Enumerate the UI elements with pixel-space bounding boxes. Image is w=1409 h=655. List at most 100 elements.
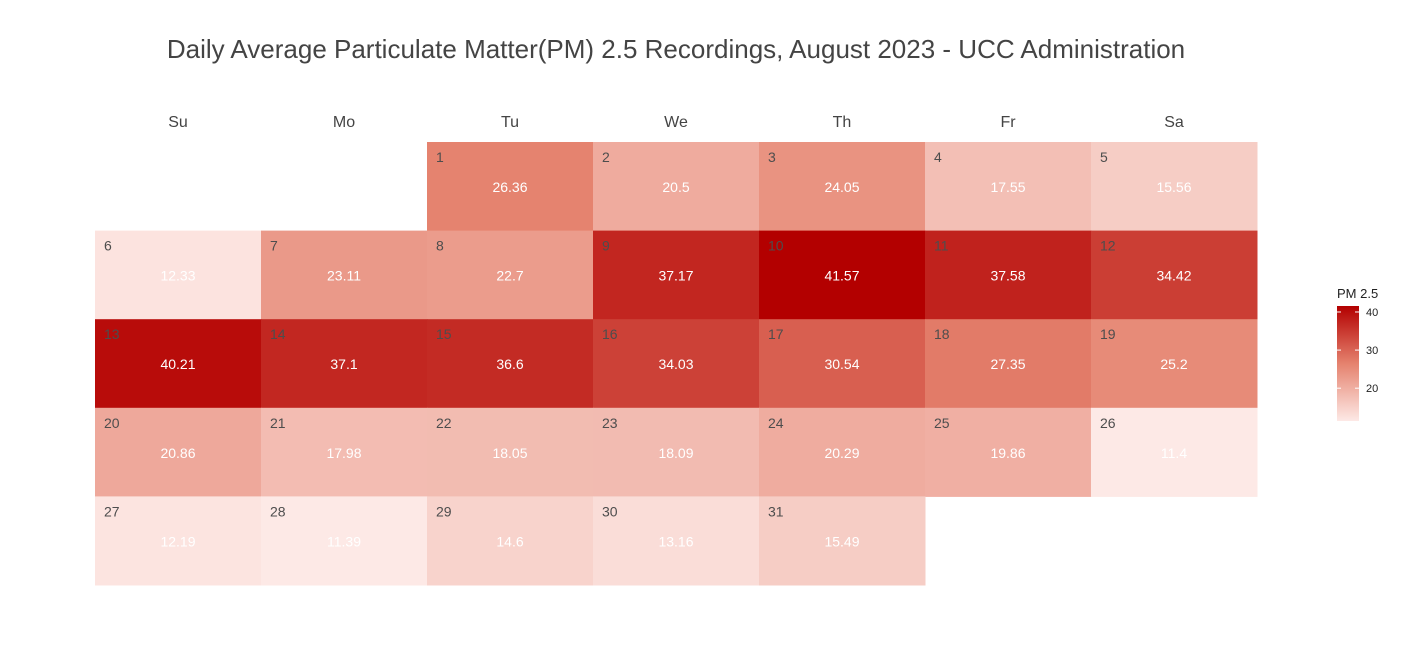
legend: PM 2.5 20 30 40 [1337, 286, 1378, 421]
day-number: 30 [602, 503, 618, 519]
day-value: 12.19 [160, 533, 195, 549]
day-value: 15.49 [824, 533, 859, 549]
day-number: 14 [270, 326, 286, 342]
day-cell-30: 30 13.16 [593, 496, 760, 586]
cell-fill [1091, 407, 1258, 497]
day-cell-25: 25 19.86 [925, 407, 1092, 497]
weekday-label-we: We [664, 114, 688, 131]
day-cell-7: 723.11 [261, 230, 428, 320]
day-value: 20.86 [160, 445, 195, 461]
day-cell-13: 13 40.21 [95, 319, 262, 409]
day-number: 6 [104, 238, 112, 254]
day-cell-24: 24 20.29 [759, 407, 926, 497]
cell-fill [925, 230, 1092, 320]
day-number: 25 [934, 415, 950, 431]
weekday-label-sa: Sa [1164, 114, 1184, 131]
day-cell-2: 220.5 [593, 142, 760, 232]
day-number: 8 [436, 238, 444, 254]
day-value: 20.5 [662, 179, 689, 195]
cell-fill [925, 142, 1092, 232]
cell-fill [95, 319, 262, 409]
day-value: 25.2 [1160, 356, 1187, 372]
day-cell-12: 12 34.42 [1091, 230, 1258, 320]
day-value: 26.36 [492, 179, 527, 195]
day-value: 34.03 [658, 356, 693, 372]
day-number: 26 [1100, 415, 1116, 431]
day-number: 10 [768, 238, 784, 254]
cell-fill [759, 142, 926, 232]
day-cell-14: 14 37.1 [261, 319, 428, 409]
day-number: 15 [436, 326, 452, 342]
weekday-label-su: Su [168, 114, 188, 131]
day-value: 12.33 [160, 268, 195, 284]
day-cell-16: 16 34.03 [593, 319, 760, 409]
day-value: 40.21 [160, 356, 195, 372]
cell-fill [95, 407, 262, 497]
day-number: 20 [104, 415, 120, 431]
day-number: 21 [270, 415, 286, 431]
day-number: 28 [270, 503, 286, 519]
cell-fill [925, 407, 1092, 497]
cell-fill [759, 319, 926, 409]
weekday-label-tu: Tu [501, 114, 519, 131]
cell-fill [427, 319, 594, 409]
legend-title: PM 2.5 [1337, 286, 1378, 301]
day-value: 41.57 [824, 268, 859, 284]
day-cell-31: 31 15.49 [759, 496, 926, 586]
weekday-label-fr: Fr [1000, 114, 1016, 131]
day-value: 11.4 [1161, 445, 1187, 461]
cell-fill [95, 496, 262, 586]
legend-tick-label: 30 [1366, 345, 1378, 357]
day-value: 17.55 [990, 179, 1025, 195]
day-cell-19: 19 25.2 [1091, 319, 1258, 409]
day-cell-20: 20 20.86 [95, 407, 262, 497]
cell-fill [261, 319, 428, 409]
day-value: 18.05 [492, 445, 527, 461]
day-cell-4: 417.55 [925, 142, 1092, 232]
day-number: 3 [768, 149, 776, 165]
day-cell-15: 15 36.6 [427, 319, 594, 409]
day-cell-23: 23 18.09 [593, 407, 760, 497]
day-value: 37.58 [990, 268, 1025, 284]
day-number: 22 [436, 415, 452, 431]
chart-title: Daily Average Particulate Matter(PM) 2.5… [167, 34, 1185, 64]
day-value: 14.6 [496, 533, 523, 549]
cell-fill [759, 230, 926, 320]
day-value: 34.42 [1156, 268, 1191, 284]
day-cell-10: 10 41.57 [759, 230, 926, 320]
day-number: 7 [270, 238, 278, 254]
day-value: 24.05 [824, 179, 859, 195]
cell-fill [261, 496, 428, 586]
day-number: 24 [768, 415, 784, 431]
day-value: 17.98 [326, 445, 361, 461]
day-number: 23 [602, 415, 618, 431]
day-number: 16 [602, 326, 618, 342]
day-number: 27 [104, 503, 120, 519]
day-number: 17 [768, 326, 784, 342]
day-value: 11.39 [327, 533, 361, 549]
day-value: 13.16 [658, 533, 693, 549]
cell-fill [593, 230, 760, 320]
day-number: 29 [436, 503, 452, 519]
day-value: 15.56 [1156, 179, 1191, 195]
day-number: 31 [768, 503, 784, 519]
day-number: 4 [934, 149, 942, 165]
day-value: 18.09 [658, 445, 693, 461]
day-cell-17: 17 30.54 [759, 319, 926, 409]
cell-fill [1091, 319, 1258, 409]
day-value: 30.54 [824, 356, 859, 372]
weekday-label-mo: Mo [333, 114, 355, 131]
day-number: 12 [1100, 238, 1116, 254]
legend-colorbar [1337, 306, 1359, 421]
day-number: 2 [602, 149, 610, 165]
day-cell-28: 28 11.39 [261, 496, 428, 586]
day-cell-1: 126.36 [427, 142, 594, 232]
day-value: 27.35 [990, 356, 1025, 372]
day-cell-27: 27 12.19 [95, 496, 262, 586]
cell-fill [427, 142, 594, 232]
day-value: 20.29 [824, 445, 859, 461]
cell-fill [593, 319, 760, 409]
cell-fill [427, 496, 594, 586]
cell-fill [1091, 142, 1258, 232]
